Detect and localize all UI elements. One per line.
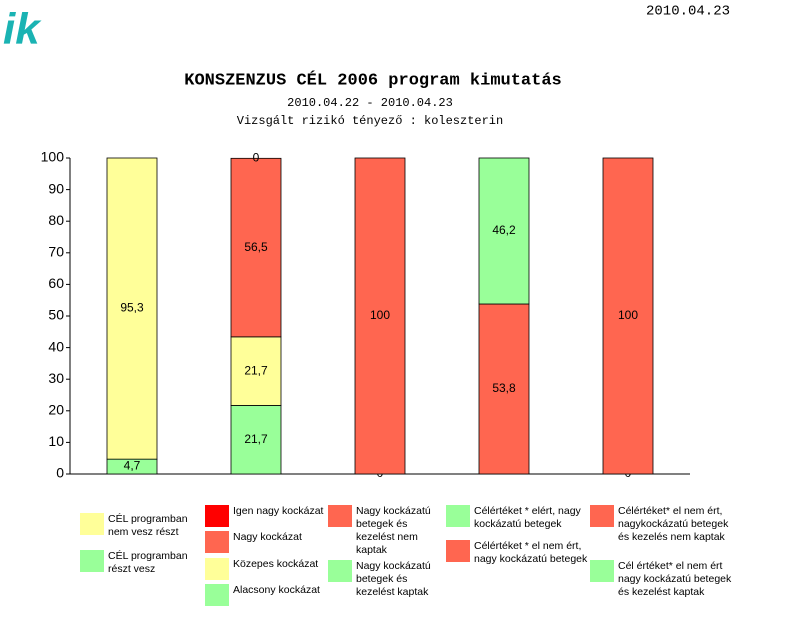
legend-item: CÉL programban részt vesz xyxy=(80,550,203,576)
legend-swatch xyxy=(446,540,470,562)
annotation: Vizsgált rizikó tényező : koleszterin xyxy=(237,114,503,128)
legend-swatch xyxy=(328,560,352,582)
bar-segment xyxy=(478,303,530,475)
bar-segment xyxy=(230,405,282,475)
y-tick-label: 40 xyxy=(48,338,64,354)
legend-label: Közepes kockázat xyxy=(233,558,319,570)
bar-segment xyxy=(230,157,282,338)
y-tick-label: 80 xyxy=(48,212,64,228)
legend-item: Nagy kockázatú betegek és kezelést kapta… xyxy=(328,560,446,599)
legend-label: Célértéket * elért, nagy kockázatú beteg… xyxy=(474,505,581,530)
legend-item: CÉL programban nem vesz részt xyxy=(80,513,203,539)
bar-segment xyxy=(478,157,530,305)
value-label: 4,7 xyxy=(124,459,141,473)
legend-swatch xyxy=(205,531,229,553)
y-tick-label: 60 xyxy=(48,275,64,291)
value-label: 95,3 xyxy=(120,301,144,315)
legend-swatch xyxy=(205,584,229,606)
legend-label: Igen nagy kockázat xyxy=(233,505,324,517)
value-label: 46,2 xyxy=(492,223,516,237)
legend-label: Célértéket * el nem ért, nagy kockázatú … xyxy=(474,540,588,565)
value-label: 100 xyxy=(370,308,390,322)
legend-swatch xyxy=(590,560,614,582)
y-tick-label: 70 xyxy=(48,244,64,260)
legend-label: Nagy kockázatú betegek és kezelést kapta… xyxy=(356,560,431,598)
y-tick-label: 100 xyxy=(41,149,65,165)
legend-item: Igen nagy kockázat xyxy=(205,505,333,527)
legend-swatch xyxy=(80,513,104,535)
legend-swatch xyxy=(80,550,104,572)
y-tick-label: 90 xyxy=(48,180,64,196)
legend-label: Alacsony kockázat xyxy=(233,584,320,596)
y-tick-label: 0 xyxy=(56,465,64,481)
chart-subtitle: 2010.04.22 - 2010.04.23 xyxy=(287,96,453,110)
value-label: 21,7 xyxy=(244,432,268,446)
value-label: 56,5 xyxy=(244,240,268,254)
y-tick-label: 10 xyxy=(48,433,64,449)
y-tick-label: 30 xyxy=(48,370,64,386)
value-label: 0 xyxy=(253,150,260,164)
bar-segment xyxy=(354,157,406,475)
legend-label: Nagy kockázat xyxy=(233,531,302,543)
value-label: 53,8 xyxy=(492,381,516,395)
legend-label: Célértéket* el nem ért, nagykockázatú be… xyxy=(618,505,729,543)
date: 2010.04.23 xyxy=(646,4,730,20)
legend-item: Közepes kockázat xyxy=(205,558,333,580)
legend-item: Célértéket* el nem ért, nagykockázatú be… xyxy=(590,505,736,544)
legend-item: Cél értéket* el nem ért nagy kockázatú b… xyxy=(590,560,736,599)
legend-label: Nagy kockázatú betegek és kezelést nem k… xyxy=(356,505,431,556)
y-tick-label: 20 xyxy=(48,402,64,418)
value-label: 100 xyxy=(618,308,638,322)
chart-title: KONSZENZUS CÉL 2006 program kimutatás xyxy=(184,70,561,90)
legend-label: CÉL programban részt vesz xyxy=(108,550,188,575)
legend-label: CÉL programban nem vesz részt xyxy=(108,513,188,538)
y-tick-label: 50 xyxy=(48,307,64,323)
legend-item: Nagy kockázatú betegek és kezelést nem k… xyxy=(328,505,446,557)
legend-item: Célértéket * el nem ért, nagy kockázatú … xyxy=(446,540,594,566)
legend-swatch xyxy=(446,505,470,527)
value-label: 21,7 xyxy=(244,363,268,377)
logo: ik xyxy=(3,5,42,54)
legend-item: Alacsony kockázat xyxy=(205,584,333,606)
bar-segment xyxy=(602,157,654,475)
legend-item: Célértéket * elért, nagy kockázatú beteg… xyxy=(446,505,594,531)
legend-swatch xyxy=(328,505,352,527)
legend-label: Cél értéket* el nem ért nagy kockázatú b… xyxy=(618,560,732,598)
legend-swatch xyxy=(590,505,614,527)
legend-swatch xyxy=(205,558,229,580)
legend-item: Nagy kockázat xyxy=(205,531,333,553)
bar-segment xyxy=(106,157,158,460)
legend-swatch xyxy=(205,505,229,527)
